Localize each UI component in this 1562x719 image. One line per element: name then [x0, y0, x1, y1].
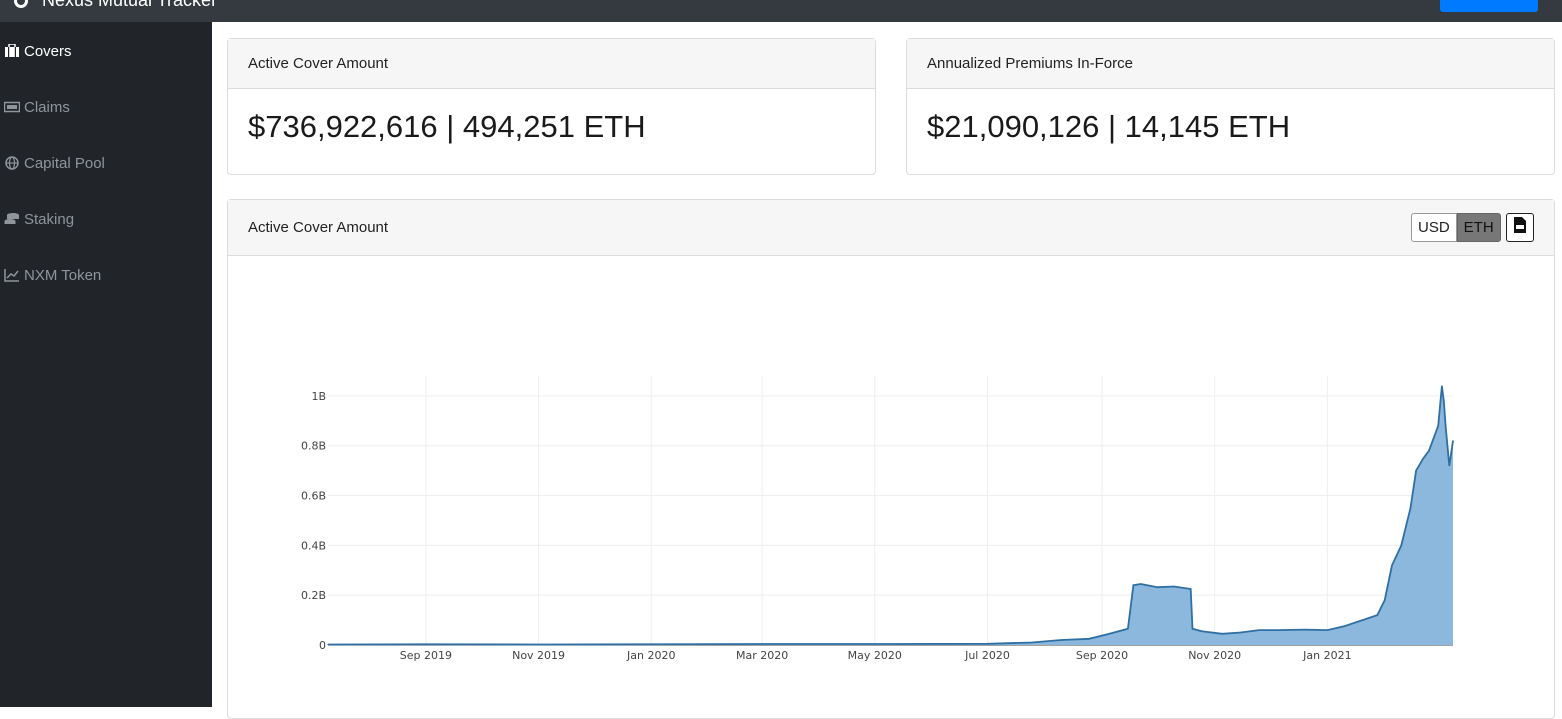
csv-download-button[interactable] [1506, 213, 1534, 242]
x-tick-label: Nov 2019 [512, 649, 565, 662]
usd-button[interactable]: USD [1411, 213, 1457, 242]
data-point [1191, 628, 1194, 630]
data-point [874, 643, 876, 645]
annualized-premiums-card: Annualized Premiums In-Force $21,090,126… [906, 38, 1555, 175]
data-point [1326, 629, 1328, 631]
x-tick-label: Jan 2020 [626, 649, 675, 662]
data-point [1400, 544, 1402, 546]
x-tick-label: Jan 2021 [1302, 649, 1351, 662]
y-tick-label: 1B [311, 390, 326, 403]
x-tick-label: Sep 2020 [1076, 649, 1128, 662]
sidebar-item-nxm-token[interactable]: NXM Token [4, 263, 101, 287]
data-point [425, 643, 427, 645]
data-point [1201, 630, 1203, 632]
x-tick-label: Sep 2019 [400, 649, 452, 662]
data-point [1437, 425, 1439, 427]
x-tick-label: Nov 2020 [1188, 649, 1241, 662]
data-point [1422, 457, 1424, 459]
x-tick-label: Mar 2020 [736, 649, 788, 662]
data-point [986, 643, 989, 645]
x-tick-label: May 2020 [848, 649, 902, 662]
logo-icon [14, 0, 28, 9]
data-point [1433, 435, 1436, 437]
data-point [1276, 629, 1279, 631]
brand[interactable]: Nexus Mutual Tracker [14, 0, 217, 11]
sidebar: Covers Claims Capital Pool Staking NXM T… [0, 22, 212, 707]
data-point [1376, 614, 1378, 616]
data-point [1343, 625, 1345, 627]
top-navbar: Nexus Mutual Tracker [0, 0, 1562, 22]
annualized-premiums-value: $21,090,126 | 14,145 ETH [927, 109, 1291, 144]
sidebar-item-covers[interactable]: Covers [4, 39, 72, 63]
currency-toggle: USD ETH [1411, 213, 1501, 242]
data-point [761, 643, 763, 645]
data-point [1240, 631, 1242, 634]
y-tick-label: 0 [319, 639, 326, 652]
data-point [1108, 633, 1110, 635]
card-header: Active Cover Amount [228, 39, 875, 89]
data-point [1258, 629, 1260, 631]
sidebar-item-claims[interactable]: Claims [4, 95, 70, 119]
coins-icon [4, 212, 20, 226]
eth-button[interactable]: ETH [1456, 213, 1501, 242]
y-tick-label: 0.2B [301, 589, 326, 602]
active-cover-value: $736,922,616 | 494,251 ETH [248, 109, 646, 144]
data-point [1391, 564, 1393, 566]
data-point [650, 643, 652, 645]
sidebar-item-label: Covers [24, 42, 72, 60]
card-title: Active Cover Amount [248, 219, 389, 236]
sidebar-item-label: Staking [24, 210, 75, 228]
sidebar-item-label: NXM Token [24, 266, 102, 284]
data-point [1190, 588, 1192, 590]
data-point [1441, 385, 1443, 387]
data-point [1088, 638, 1090, 640]
app-title: Nexus Mutual Tracker [42, 0, 218, 10]
card-header: Active Cover Amount [228, 200, 1554, 256]
sidebar-item-label: Capital Pool [24, 154, 105, 172]
data-point [1448, 465, 1450, 467]
data-point [1304, 629, 1306, 631]
data-point [1127, 628, 1129, 630]
series-area [328, 386, 1453, 645]
data-point [1132, 584, 1134, 586]
card-title: Annualized Premiums In-Force [927, 55, 1133, 72]
data-point [538, 643, 540, 646]
csv-file-icon [1514, 217, 1526, 238]
y-tick-label: 0.6B [301, 490, 326, 503]
ticket-icon [4, 100, 20, 114]
main-content: Active Cover Amount $736,922,616 | 494,2… [212, 22, 1562, 719]
data-point [1031, 641, 1033, 644]
card-header: Annualized Premiums In-Force [907, 39, 1554, 89]
active-cover-chart-card: Active Cover Amount USD ETH 0 0.2B 0.4B 0.6… [227, 199, 1555, 719]
series-line [327, 385, 1454, 646]
y-tick-label: 0.4B [301, 539, 326, 552]
card-title: Active Cover Amount [248, 55, 389, 72]
line-chart-icon [4, 268, 20, 282]
data-point [1445, 425, 1447, 427]
data-point [1443, 400, 1445, 402]
data-point [1415, 470, 1417, 472]
data-point [1221, 633, 1223, 635]
data-point [1409, 507, 1412, 509]
data-point [327, 643, 329, 646]
sidebar-item-capital-pool[interactable]: Capital Pool [4, 151, 105, 175]
briefcase-icon [4, 44, 20, 58]
data-point [1361, 619, 1364, 621]
y-tick-label: 0.8B [301, 440, 326, 453]
x-tick-label: Jul 2020 [964, 649, 1010, 662]
data-point [1384, 599, 1386, 601]
globe-icon [4, 156, 20, 170]
data-point [1156, 586, 1158, 588]
data-point [1173, 585, 1175, 588]
top-right-button[interactable] [1440, 0, 1538, 12]
active-cover-card: Active Cover Amount $736,922,616 | 494,2… [227, 38, 876, 175]
sidebar-item-label: Claims [24, 98, 70, 116]
sidebar-item-staking[interactable]: Staking [4, 207, 74, 231]
data-point [1140, 583, 1142, 585]
data-point [1428, 450, 1430, 452]
data-point [1452, 440, 1454, 442]
data-point [1060, 639, 1062, 641]
area-chart: 0 0.2B 0.4B 0.6B 0.8B 1B Sep 2019 Nov 2019 Jan 2… [301, 376, 1454, 662]
